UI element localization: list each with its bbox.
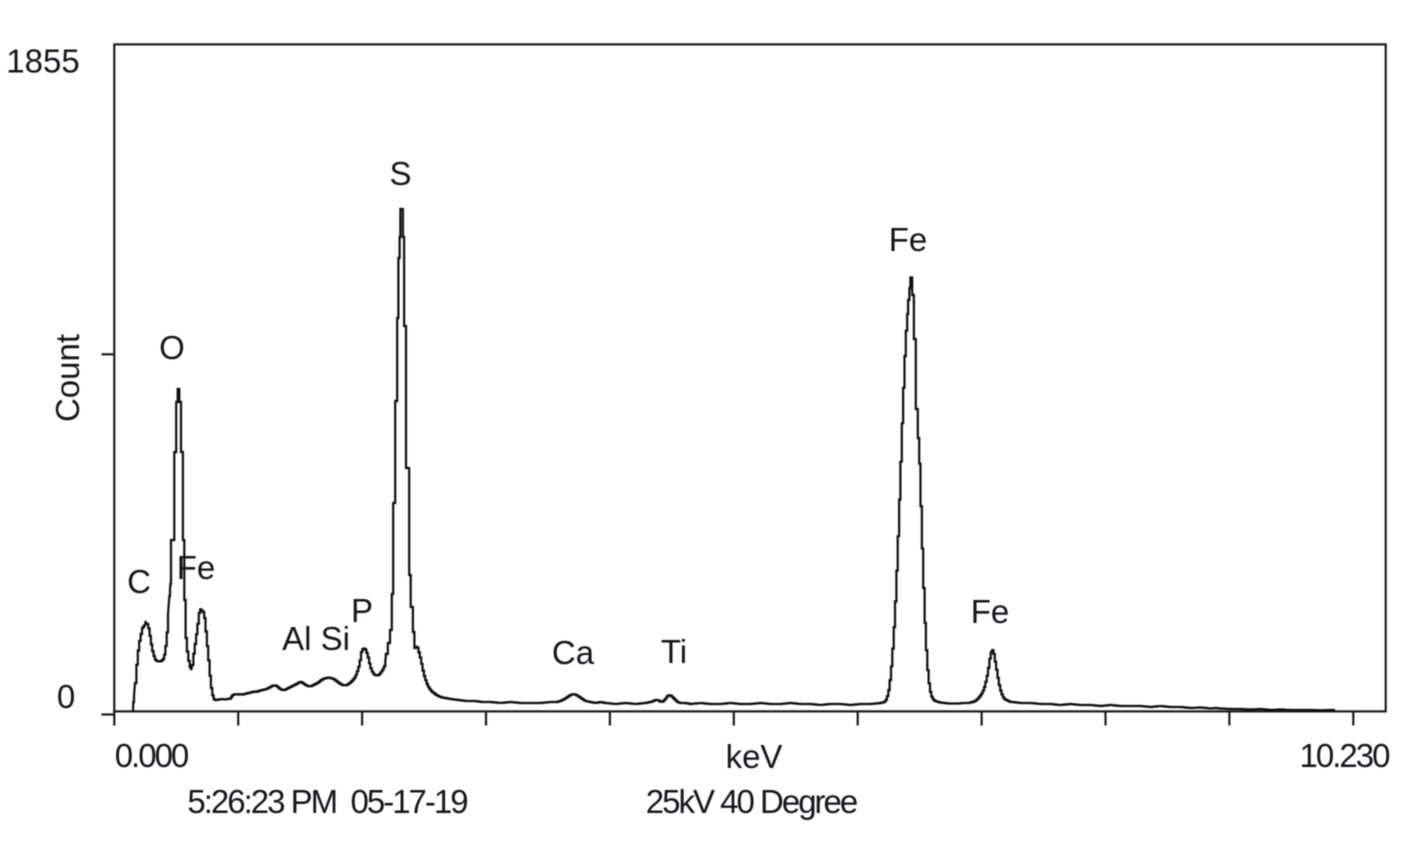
svg-text:O: O bbox=[159, 329, 185, 366]
svg-text:0: 0 bbox=[57, 678, 75, 715]
svg-text:10.230: 10.230 bbox=[1300, 737, 1391, 774]
svg-text:Ti: Ti bbox=[661, 633, 687, 670]
svg-text:5:26:23 PM 05-17-19: 5:26:23 PM 05-17-19 bbox=[187, 783, 467, 820]
svg-text:keV: keV bbox=[726, 738, 783, 775]
svg-text:1855: 1855 bbox=[6, 43, 79, 80]
svg-text:Fe: Fe bbox=[177, 549, 216, 586]
svg-text:Ca: Ca bbox=[552, 634, 595, 671]
svg-text:25kV 40 Degree: 25kV 40 Degree bbox=[646, 783, 857, 820]
svg-text:Al Si: Al Si bbox=[282, 620, 350, 657]
svg-text:Fe: Fe bbox=[971, 593, 1010, 630]
svg-text:P: P bbox=[351, 592, 373, 629]
svg-text:Fe: Fe bbox=[889, 221, 928, 258]
svg-text:Count: Count bbox=[49, 334, 86, 422]
svg-text:0.000: 0.000 bbox=[115, 737, 189, 774]
svg-text:C: C bbox=[127, 563, 151, 600]
svg-text:S: S bbox=[389, 155, 411, 192]
